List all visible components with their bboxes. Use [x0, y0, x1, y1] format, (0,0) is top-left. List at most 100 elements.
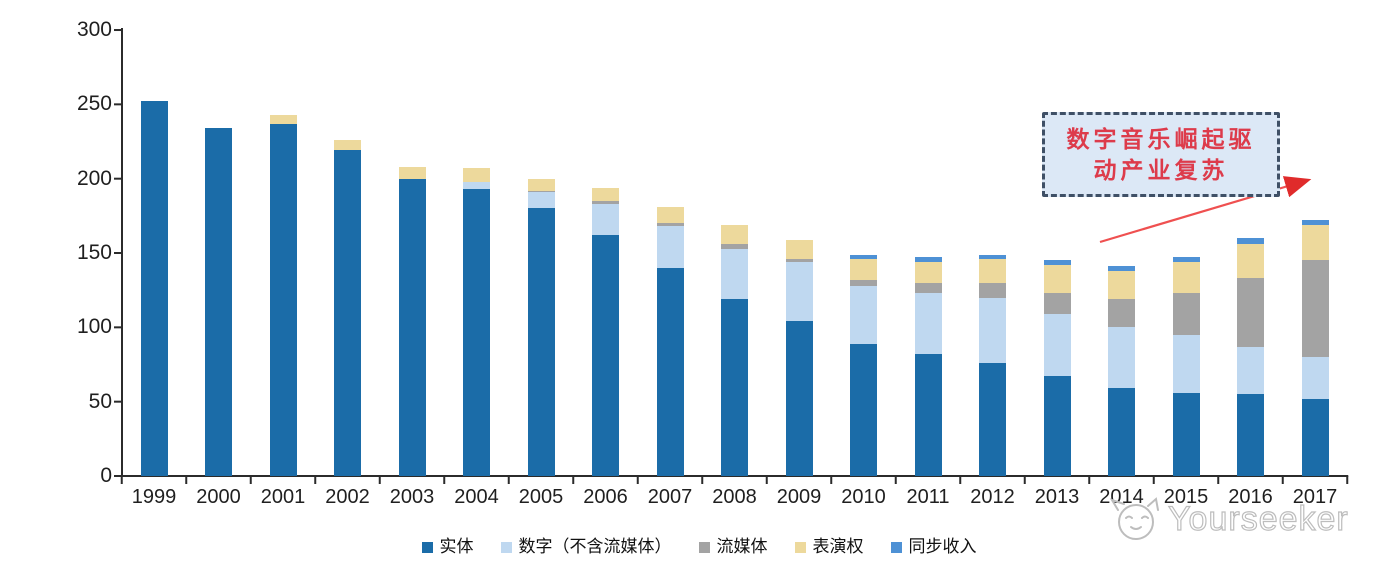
bar-2001	[269, 114, 297, 476]
bar-segment	[979, 363, 1006, 476]
bar-segment	[1108, 327, 1135, 389]
x-tick-label: 2016	[1228, 486, 1273, 508]
y-tick-label: 0	[100, 464, 112, 487]
y-tick-label: 250	[76, 92, 112, 116]
legend-item: 同步收入	[890, 537, 977, 557]
bar-segment	[205, 128, 232, 476]
bar-segment	[979, 258, 1006, 283]
legend-label: 流媒体	[716, 537, 768, 556]
bar-segment	[1172, 392, 1200, 476]
bar-2012	[979, 254, 1006, 476]
bar-segment	[914, 282, 942, 294]
legend-swatch-icon	[500, 541, 512, 553]
y-tick-label: 50	[88, 389, 112, 413]
bar-segment	[527, 208, 555, 476]
x-tick-label: 2005	[518, 486, 564, 508]
bar-segment	[721, 248, 748, 300]
bar-2003	[398, 166, 426, 476]
bar-segment	[1237, 346, 1264, 395]
bar-segment	[334, 140, 361, 151]
bar-2009	[785, 239, 813, 476]
bar-segment	[527, 190, 555, 193]
x-tick-label: 2012	[970, 486, 1015, 508]
x-tick-label: 2002	[325, 486, 370, 508]
y-tick-label: 300	[76, 18, 112, 42]
bar-2015	[1172, 257, 1200, 476]
bar-segment	[1172, 261, 1200, 294]
x-tick-label: 2003	[389, 486, 435, 508]
bar-segment	[656, 226, 684, 268]
bar-segment	[721, 244, 748, 249]
bar-segment	[914, 354, 942, 476]
bar-segment	[592, 200, 619, 204]
bar-segment	[592, 187, 619, 201]
x-tick-label: 2015	[1163, 486, 1209, 508]
bar-segment	[140, 101, 168, 476]
legend-label: 表演权	[812, 537, 864, 556]
legend-label: 数字（不含流媒体）	[518, 537, 672, 556]
bar-1999	[140, 101, 168, 476]
legend: 实体 数字（不含流媒体） 流媒体 表演权 同步收入	[0, 537, 1398, 557]
bar-2014	[1108, 266, 1135, 476]
bar-2007	[656, 206, 684, 476]
bar-segment	[850, 343, 877, 476]
bar-segment	[1301, 260, 1329, 358]
bar-segment	[914, 293, 942, 355]
bar-segment	[979, 254, 1006, 259]
x-tick-label: 2007	[647, 486, 693, 508]
bar-2004	[463, 168, 490, 476]
bar-segment	[785, 258, 813, 262]
x-tick-label: 2001	[260, 486, 306, 508]
legend-swatch-icon	[698, 541, 710, 553]
bar-2006	[592, 187, 619, 476]
bar-segment	[1043, 293, 1071, 314]
y-tick-label: 200	[76, 166, 112, 190]
legend-item: 表演权	[794, 537, 864, 557]
bar-segment	[1108, 266, 1135, 271]
bar-segment	[1237, 244, 1264, 279]
x-tick-label: 1999	[131, 486, 177, 508]
bar-segment	[463, 168, 490, 182]
bar-segment	[1043, 376, 1071, 476]
bar-segment	[850, 285, 877, 344]
bar-segment	[1301, 220, 1329, 225]
bar-2005	[527, 178, 555, 476]
bar-2016	[1237, 238, 1264, 476]
bar-segment	[721, 299, 748, 476]
bar-segment	[1108, 388, 1135, 476]
bar-segment	[463, 189, 490, 476]
bar-segment	[1301, 398, 1329, 476]
bar-segment	[1108, 270, 1135, 300]
bar-2017	[1301, 220, 1329, 476]
bar-segment	[1108, 299, 1135, 328]
legend-item: 实体	[421, 537, 474, 557]
bar-segment	[850, 279, 877, 286]
bar-segment	[1301, 357, 1329, 399]
bar-segment	[1172, 257, 1200, 262]
bar-segment	[656, 206, 684, 224]
bar-segment	[785, 261, 813, 322]
bar-segment	[334, 150, 361, 476]
x-tick-label: 2010	[841, 486, 886, 508]
bar-segment	[656, 223, 684, 227]
bar-segment	[850, 254, 877, 259]
bar-segment	[1172, 293, 1200, 335]
bar-segment	[656, 267, 684, 476]
bar-segment	[979, 297, 1006, 364]
bar-2000	[205, 128, 232, 476]
bar-segment	[398, 166, 426, 179]
bar-segment	[269, 123, 297, 476]
x-tick-label: 2009	[776, 486, 822, 508]
bar-segment	[592, 203, 619, 236]
x-tick-label: 2011	[906, 486, 950, 508]
x-tick-label: 2004	[454, 486, 499, 508]
bar-2002	[334, 140, 361, 476]
bar-segment	[1043, 260, 1071, 265]
bar-2008	[721, 224, 748, 476]
bar-segment	[1043, 264, 1071, 294]
bar-segment	[850, 258, 877, 280]
legend-swatch-icon	[890, 541, 902, 553]
